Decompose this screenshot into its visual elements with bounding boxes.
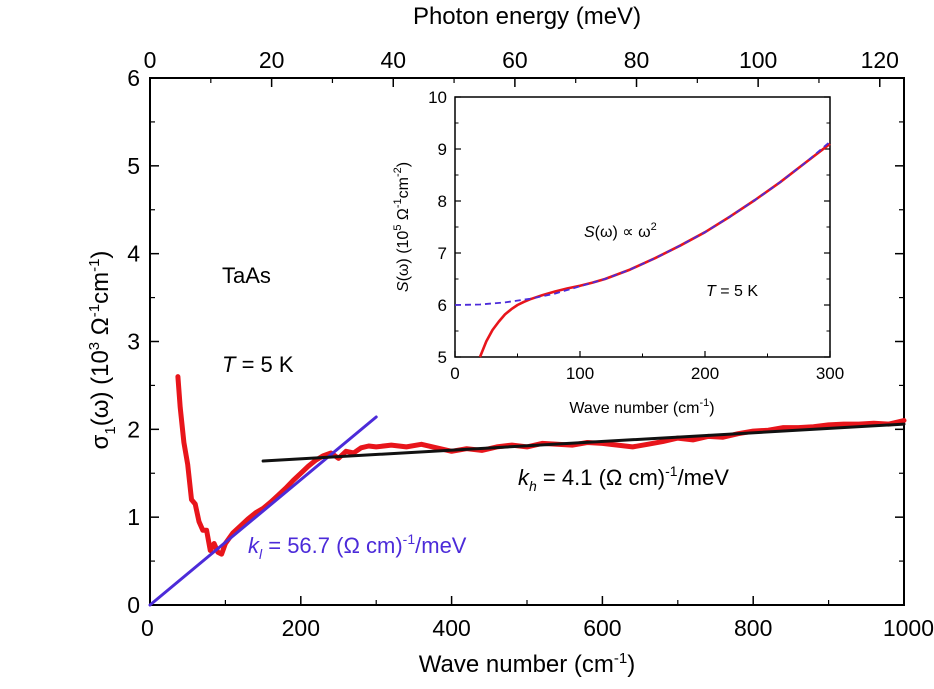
inset-y-tick-label-9: 9 <box>438 140 447 159</box>
inset-y-tick-label-8: 8 <box>438 192 447 211</box>
inset-temperature-label: T = 5 K <box>706 283 758 300</box>
y-tick-label-0: 0 <box>127 592 140 618</box>
material-label: TaAs <box>222 263 271 288</box>
x-tick-label-400: 400 <box>432 615 470 641</box>
main-x-axis-title: Wave number (cm-1) <box>419 650 636 678</box>
x-tick-label-800: 800 <box>734 615 772 641</box>
top-tick-label-80: 80 <box>624 47 650 73</box>
main-y-axis-title: σ1(ω) (103 Ω-1cm-1) <box>86 251 119 450</box>
x-tick-label-600: 600 <box>583 615 621 641</box>
inset-proportionality-label: S(ω) ∝ ω2 <box>584 221 657 241</box>
y-tick-label-3: 3 <box>127 329 140 355</box>
y-tick-label-5: 5 <box>127 153 140 179</box>
top-tick-label-40: 40 <box>380 47 406 73</box>
x-tick-label-1000: 1000 <box>883 615 934 641</box>
inset-y-tick-label-7: 7 <box>438 244 447 263</box>
inset-y-tick-label-6: 6 <box>438 296 447 315</box>
kl-slope-label: kl = 56.7 (Ω cm)-1/meV <box>248 531 467 562</box>
inset-series <box>454 141 831 358</box>
inset-series-1 <box>454 141 831 306</box>
top-tick-label-120: 120 <box>861 47 899 73</box>
main-series-2 <box>261 422 906 463</box>
inset-x-tick-label-100: 100 <box>566 364 594 383</box>
y-tick-label-2: 2 <box>127 416 140 442</box>
kh-slope-label: kh = 4.1 (Ω cm)-1/meV <box>518 463 729 494</box>
inset-x-tick-label-0: 0 <box>450 364 459 383</box>
main-temperature-label: T = 5 K <box>222 352 294 377</box>
inset-x-tick-label-300: 300 <box>816 364 844 383</box>
top-tick-label-0: 0 <box>144 47 157 73</box>
y-tick-label-4: 4 <box>127 241 140 267</box>
top-tick-label-20: 20 <box>259 47 285 73</box>
inset-tick-labels: 0 100 200 300 5 6 7 8 9 10 <box>428 88 844 383</box>
inset-y-tick-label-10: 10 <box>428 88 447 107</box>
inset-x-axis-title: Wave number (cm-1) <box>569 397 714 417</box>
top-tick-label-100: 100 <box>739 47 777 73</box>
y-tick-label-1: 1 <box>127 504 140 530</box>
y-tick-label-6: 6 <box>127 65 140 91</box>
x-tick-label-200: 200 <box>282 615 320 641</box>
main-series <box>148 374 907 607</box>
inset-plot-frame <box>454 96 831 358</box>
main-series-1 <box>148 415 378 607</box>
x-tick-label-0: 0 <box>141 615 154 641</box>
inset-y-tick-label-5: 5 <box>438 348 447 367</box>
top-tick-label-60: 60 <box>502 47 528 73</box>
inset-y-axis-title: S(ω) (105 Ω-1cm-2) <box>392 162 412 292</box>
inset-x-tick-label-200: 200 <box>691 364 719 383</box>
main-top-axis-title: Photon energy (meV) <box>413 3 641 30</box>
